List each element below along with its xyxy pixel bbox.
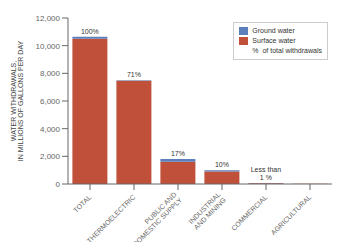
svg-text:4,000: 4,000 — [40, 125, 61, 134]
svg-text:2,000: 2,000 — [40, 152, 61, 161]
svg-text:12,000: 12,000 — [36, 14, 61, 23]
svg-text:71%: 71% — [127, 71, 141, 78]
svg-text:6,000: 6,000 — [40, 97, 61, 106]
svg-text:8,000: 8,000 — [40, 69, 61, 78]
svg-text:0: 0 — [56, 180, 61, 189]
html-text:Surface water: Surface water — [252, 37, 296, 44]
html-text:% of total withdrawals: % of total withdrawals — [252, 47, 322, 54]
svg-text:AGRICULTURAL: AGRICULTURAL — [270, 193, 313, 236]
svg-text:WATER WITHDRAWALS,IN MILLIONS: WATER WITHDRAWALS,IN MILLIONS OF GALLONS… — [10, 40, 25, 161]
svg-text:10,000: 10,000 — [36, 42, 61, 51]
svg-text:COMMERCIAL: COMMERCIAL — [230, 193, 269, 232]
svg-text:PUBLIC ANDDOMESTIC SUPPLY: PUBLIC ANDDOMESTIC SUPPLY — [126, 191, 183, 242]
html-text:Ground water: Ground water — [252, 27, 295, 34]
svg-text:Less than1 %: Less than1 % — [251, 166, 281, 181]
svg-text:17%: 17% — [171, 150, 185, 157]
svg-text:10%: 10% — [215, 161, 229, 168]
svg-text:100%: 100% — [81, 28, 99, 35]
svg-text:THERMOELECTRIC: THERMOELECTRIC — [86, 193, 137, 242]
svg-text:INDUSTRIALAND MINING: INDUSTRIALAND MINING — [187, 191, 227, 231]
svg-text:TOTAL: TOTAL — [72, 193, 93, 214]
